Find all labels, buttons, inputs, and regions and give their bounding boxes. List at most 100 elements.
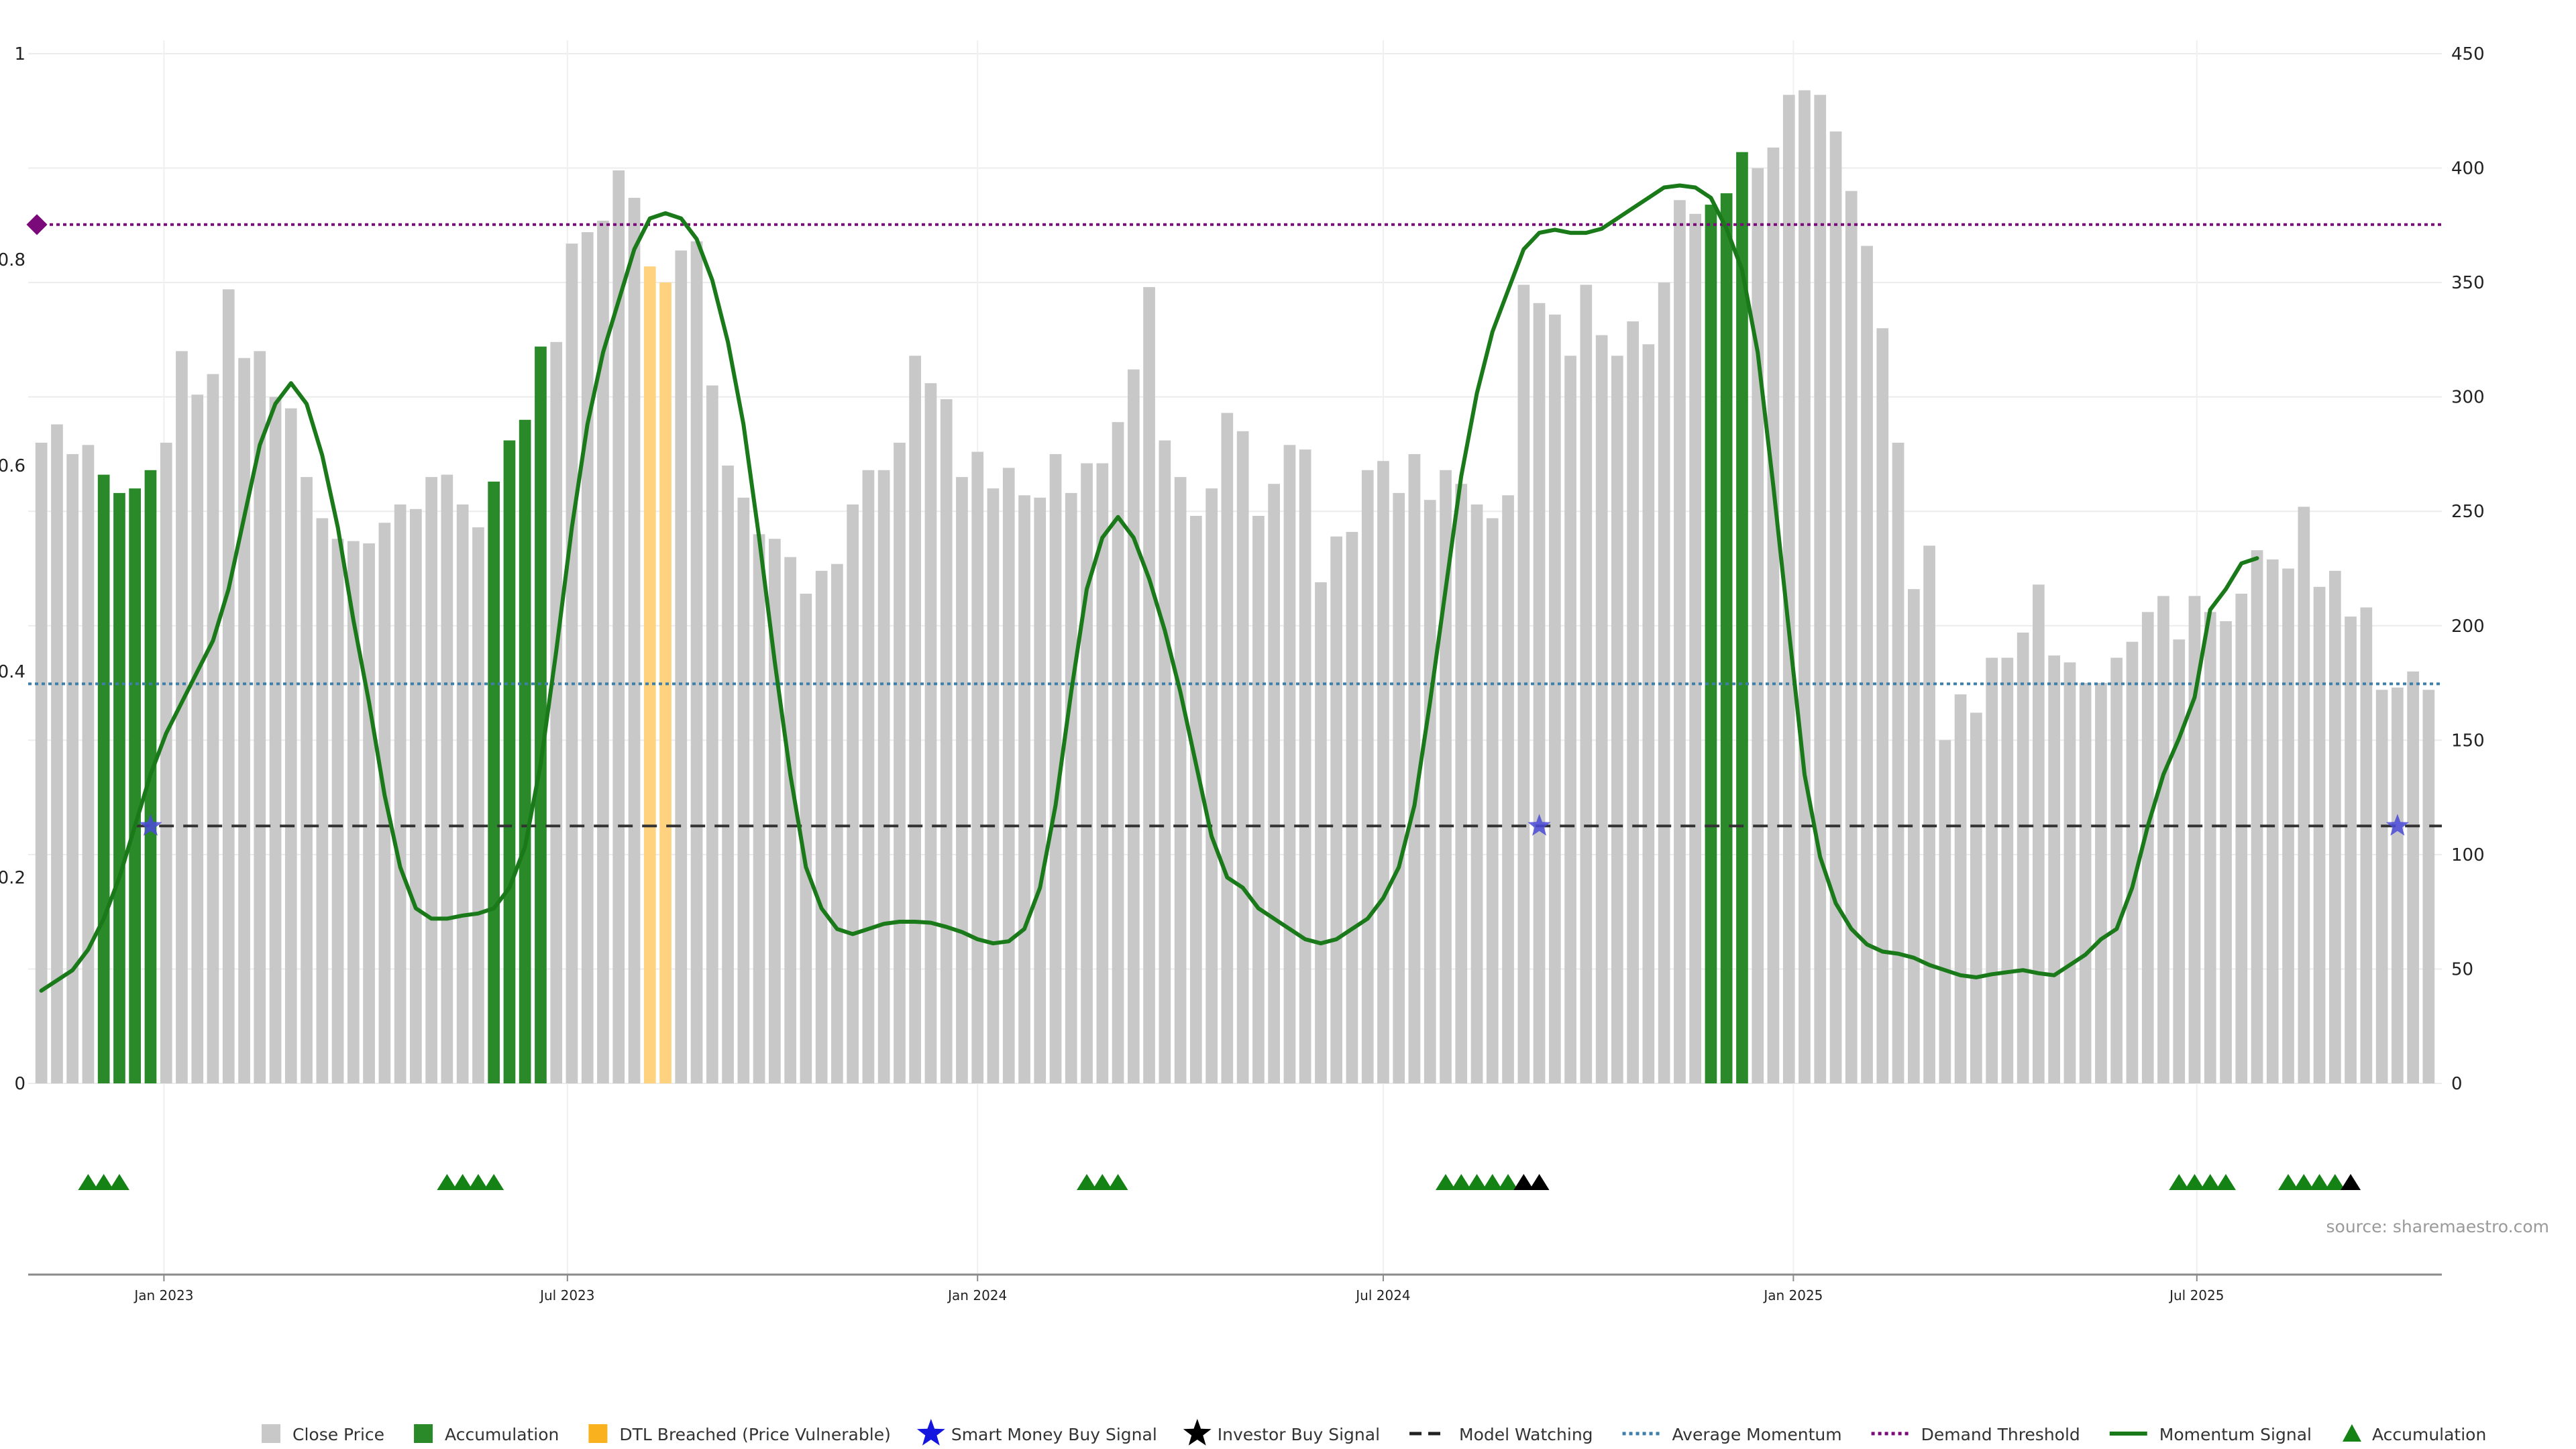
close-price-bar xyxy=(191,394,204,1083)
accumulation-marker xyxy=(2184,1174,2205,1190)
close-price-bar xyxy=(940,399,953,1083)
right-tick-label: 400 xyxy=(2451,159,2485,179)
close-price-bar xyxy=(894,442,906,1083)
close-price-bar xyxy=(301,477,313,1083)
close-price-bar xyxy=(1408,453,1421,1083)
close-price-bar xyxy=(581,232,594,1084)
close-price-bar xyxy=(1252,516,1265,1083)
close-price-bar xyxy=(924,383,937,1084)
right-tick-label: 250 xyxy=(2451,502,2485,522)
accumulation-marker xyxy=(2294,1174,2314,1190)
accumulation-bar xyxy=(519,419,531,1083)
close-price-bar xyxy=(1283,445,1296,1083)
right-tick-label: 150 xyxy=(2451,731,2485,751)
close-price-bar xyxy=(1393,492,1405,1083)
close-price-bar xyxy=(1939,740,1951,1083)
close-price-bar xyxy=(222,289,235,1083)
close-price-bar xyxy=(1221,413,1234,1083)
legend-swatch xyxy=(588,1424,608,1443)
close-price-bar xyxy=(737,497,750,1083)
smart-money-buy-star xyxy=(1527,814,1551,836)
left-tick-label: 1 xyxy=(14,44,25,64)
legend-label: Average Momentum xyxy=(1672,1425,1842,1444)
legend-item-accum-tri: Accumulation xyxy=(2342,1424,2486,1444)
close-price-bar xyxy=(1752,168,1764,1084)
close-price-bar xyxy=(690,241,703,1084)
bottom-markers xyxy=(78,1174,2361,1190)
close-price-bar xyxy=(1923,545,1935,1083)
accumulation-marker xyxy=(484,1174,504,1190)
close-price-bar xyxy=(1330,536,1342,1083)
close-price-bar xyxy=(2251,550,2263,1083)
accumulation-marker xyxy=(452,1174,473,1190)
close-price-bar xyxy=(1970,712,1982,1083)
accumulation-marker xyxy=(109,1174,129,1190)
close-price-bar xyxy=(722,466,734,1083)
close-price-bar xyxy=(1829,131,1842,1083)
left-tick-label: 0.4 xyxy=(0,662,25,682)
accumulation-bar xyxy=(97,474,110,1083)
reference-lines xyxy=(26,214,2442,828)
close-price-bar xyxy=(956,477,968,1083)
close-price-bar xyxy=(1986,657,1998,1083)
close-price-bar xyxy=(1346,531,1358,1083)
close-price-bar xyxy=(1470,504,1483,1083)
close-price-bar xyxy=(753,534,765,1083)
x-tick-label: Jul 2025 xyxy=(2168,1287,2224,1303)
legend-triangle-icon xyxy=(2342,1424,2361,1442)
accumulation-marker xyxy=(78,1174,99,1190)
smart-money-buy-star xyxy=(139,814,162,836)
legend-item-demand: Demand Threshold xyxy=(1871,1425,2080,1444)
close-price-bar xyxy=(1315,582,1327,1083)
close-price-bar xyxy=(1502,495,1514,1083)
close-price-bar xyxy=(1845,191,1858,1084)
investor-marker xyxy=(1513,1174,1534,1190)
close-price-bar xyxy=(2173,639,2186,1083)
close-price-bar xyxy=(1674,200,1686,1083)
close-price-bar xyxy=(1034,497,1046,1083)
close-price-bar xyxy=(35,442,48,1083)
close-price-bar xyxy=(2126,641,2139,1083)
accumulation-bar xyxy=(113,492,125,1083)
close-price-bar xyxy=(550,341,563,1083)
close-price-bar xyxy=(1190,516,1202,1083)
close-price-bar xyxy=(1486,518,1499,1083)
accumulation-marker xyxy=(1077,1174,1097,1190)
close-price-bar xyxy=(456,504,469,1083)
legend-item-smart: Smart Money Buy Signal xyxy=(916,1419,1157,1446)
accumulation-marker xyxy=(2200,1174,2220,1190)
legend-label: Demand Threshold xyxy=(1921,1425,2080,1444)
accumulation-bar xyxy=(488,481,500,1083)
legend-item-close: Close Price xyxy=(262,1424,384,1444)
close-price-bar xyxy=(1767,147,1780,1083)
close-price-bar xyxy=(472,527,484,1083)
axes: Jan 2023 Jul 2023 Jan 2024 Jul 2024 Jan 2025… xyxy=(0,44,2485,1303)
close-price-bar xyxy=(1236,431,1249,1083)
accumulation-bar xyxy=(1705,205,1717,1084)
close-price-bar xyxy=(441,474,453,1083)
accumulation-bar xyxy=(1720,193,1733,1084)
close-price-bar xyxy=(2422,690,2435,1083)
legend-label: Smart Money Buy Signal xyxy=(951,1425,1157,1444)
close-price-bar xyxy=(82,445,95,1083)
investor-marker xyxy=(1529,1174,1550,1190)
legend-item-momentum: Momentum Signal xyxy=(2109,1425,2312,1444)
legend-item-average: Average Momentum xyxy=(1622,1425,1842,1444)
close-price-bar xyxy=(2017,633,2029,1083)
close-price-bar xyxy=(2141,612,2154,1083)
accumulation-marker xyxy=(1482,1174,1503,1190)
close-price-bar xyxy=(706,385,718,1083)
close-price-bar xyxy=(1002,468,1015,1083)
x-tick-label: Jan 2024 xyxy=(947,1287,1007,1303)
close-price-bar xyxy=(877,470,890,1083)
close-price-bar xyxy=(2095,683,2107,1083)
close-price-bar xyxy=(254,351,266,1083)
close-price-bar xyxy=(1081,463,1093,1083)
accumulation-marker xyxy=(2309,1174,2330,1190)
close-price-bar xyxy=(2235,594,2248,1083)
legend-label: Close Price xyxy=(292,1425,384,1444)
close-price-bar xyxy=(1611,356,1623,1083)
close-price-bar xyxy=(1658,282,1670,1084)
right-tick-label: 200 xyxy=(2451,616,2485,637)
close-price-bar xyxy=(66,453,78,1083)
